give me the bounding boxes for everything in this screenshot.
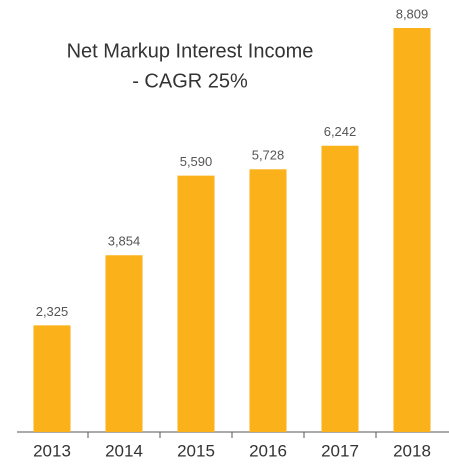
chart-title: Net Markup Interest Income bbox=[67, 40, 314, 62]
value-label: 5,728 bbox=[252, 148, 285, 163]
value-label: 8,809 bbox=[396, 6, 429, 21]
bar bbox=[177, 175, 215, 432]
bar bbox=[33, 325, 71, 432]
bar bbox=[393, 28, 431, 432]
bar bbox=[321, 145, 359, 433]
x-tick-label: 2013 bbox=[33, 441, 71, 460]
x-tick-label: 2015 bbox=[177, 441, 215, 460]
value-label: 2,325 bbox=[36, 304, 69, 319]
x-tick-label: 2018 bbox=[393, 441, 431, 460]
x-tick-label: 2014 bbox=[105, 441, 143, 460]
value-label: 5,590 bbox=[180, 154, 213, 169]
x-tick-label: 2017 bbox=[321, 441, 359, 460]
value-label: 3,854 bbox=[108, 234, 141, 249]
chart-subtitle: - CAGR 25% bbox=[132, 70, 248, 92]
value-label: 6,242 bbox=[324, 124, 357, 139]
bar bbox=[105, 255, 143, 432]
x-tick-label: 2016 bbox=[249, 441, 287, 460]
bar bbox=[249, 169, 287, 432]
